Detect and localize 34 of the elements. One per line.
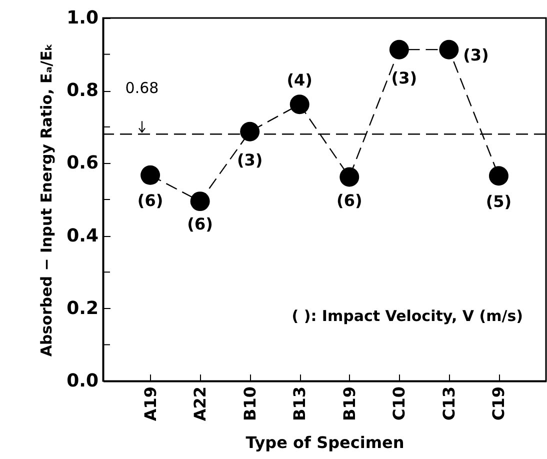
point [340,167,360,187]
annotation: (6) [187,214,213,234]
y-tick-label: 0.6 [66,152,98,174]
annotation: (5) [486,192,512,211]
ref-line-label: 0.68 [125,79,159,98]
x-tick-label: C10 [390,386,409,421]
x-tick-label: B13 [290,386,310,421]
y-tick-label: 0.0 [66,370,98,392]
annotation: (6) [137,191,164,210]
annotation: (3) [463,46,489,65]
x-tick-label: B10 [240,386,260,421]
annotation: (4) [286,70,312,90]
x-tick-label: C13 [439,386,458,421]
y-tick-label: 1.0 [66,8,98,28]
annotation: ( ): Impact Velocity, V (m/s) [292,307,523,325]
x-tick-label: C19 [489,386,508,421]
point [240,122,260,142]
annotation: (6) [336,190,362,210]
point [190,192,210,212]
y-axis-title: Absorbed − Input Energy Ratio, Eₐ/Eₖ [38,43,56,357]
x-tick-label: B19 [340,386,359,421]
point [439,40,459,60]
annotation: (3) [236,150,263,170]
y-tick-label: 0.8 [66,80,98,102]
y-tick-label: 0.4 [66,225,98,246]
point [389,40,409,60]
x-tick-label: A22 [190,386,210,422]
y-tick-label: 0.2 [66,298,98,319]
point [488,166,508,186]
x-tick-label: A19 [140,386,160,422]
annotation: (3) [391,68,418,88]
point [290,94,310,114]
x-axis-title: Type of Specimen [246,433,404,452]
point [140,165,160,185]
